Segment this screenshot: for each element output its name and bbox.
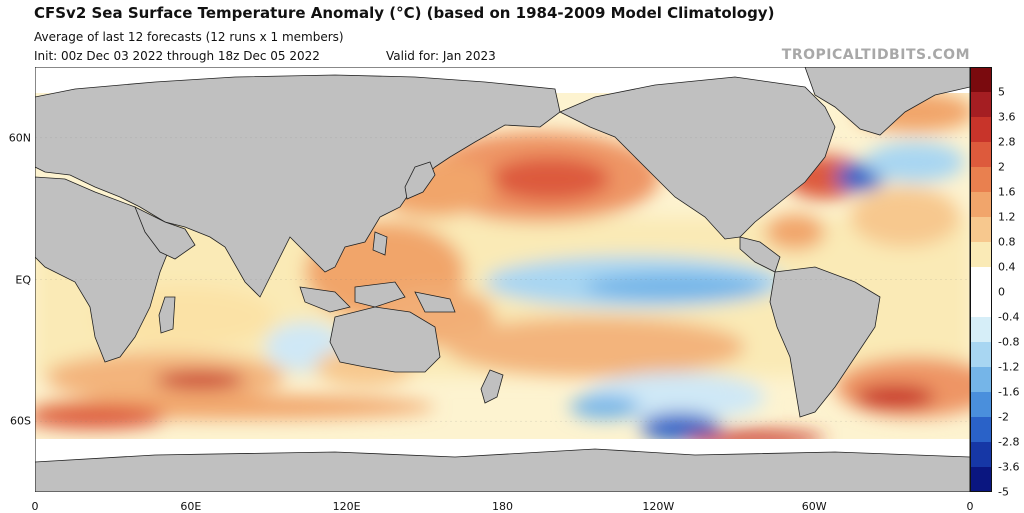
colorbar-label: -1.6: [998, 385, 1020, 399]
lon-tick-label: 0: [966, 500, 974, 513]
colorbar-label: 2.8: [998, 135, 1016, 149]
colorbar-swatch: [970, 317, 992, 343]
colorbar-swatch: [970, 192, 992, 218]
valid-time: Valid for: Jan 2023: [386, 49, 496, 63]
lon-tick-label: 60E: [180, 500, 202, 513]
colorbar-label: -3.6: [998, 460, 1020, 474]
colorbar-swatch: [970, 217, 992, 243]
colorbar-swatch: [970, 292, 992, 318]
colorbar-label: -0.4: [998, 310, 1020, 324]
colorbar-label: 1.6: [998, 185, 1016, 199]
chart-title: CFSv2 Sea Surface Temperature Anomaly (°…: [34, 4, 775, 22]
graticule: [35, 137, 970, 422]
colorbar-label: -1.2: [998, 360, 1020, 374]
lat-tick-label: 60N: [8, 131, 31, 145]
colorbar-label: 0.4: [998, 260, 1016, 274]
colorbar-label: -5: [998, 485, 1009, 499]
colorbar-swatch: [970, 367, 992, 393]
colorbar-label: 3.6: [998, 110, 1016, 124]
lon-tick-label: 120E: [332, 500, 361, 513]
colorbar-swatch: [970, 242, 992, 268]
brand-watermark: TROPICALTIDBITS.COM: [781, 47, 970, 63]
land: [35, 67, 970, 492]
colorbar-swatch: [970, 117, 992, 143]
lat-tick-label: EQ: [15, 273, 31, 286]
colorbar-label: 0.8: [998, 235, 1016, 249]
sst-anomaly-map: [35, 67, 970, 492]
colorbar-label: 2: [998, 160, 1005, 174]
colorbar-swatch: [970, 267, 992, 293]
colorbar-frame: [970, 67, 992, 492]
colorbar-label: 1.2: [998, 210, 1016, 224]
lon-tick-label: 180: [492, 500, 513, 513]
chart-subtitle: Average of last 12 forecasts (12 runs x …: [34, 30, 344, 44]
colorbar-label: -2: [998, 410, 1009, 424]
lon-tick-label: 120W: [642, 500, 675, 513]
colorbar-swatch: [970, 67, 992, 93]
colorbar-label: -2.8: [998, 435, 1020, 449]
colorbar-label: 0: [998, 285, 1005, 299]
lon-tick-label: 0: [31, 500, 39, 513]
colorbar-swatch: [970, 467, 992, 492]
colorbar-label: 5: [998, 85, 1005, 99]
colorbar-swatch: [970, 392, 992, 418]
colorbar-swatch: [970, 342, 992, 368]
init-time: Init: 00z Dec 03 2022 through 18z Dec 05…: [34, 49, 320, 63]
colorbar: [970, 67, 992, 492]
colorbar-swatch: [970, 142, 992, 168]
lon-tick-label: 60W: [801, 500, 827, 513]
colorbar-swatch: [970, 92, 992, 118]
colorbar-swatch: [970, 442, 992, 468]
colorbar-swatch: [970, 417, 992, 443]
lat-tick-label: 60S: [10, 414, 31, 428]
colorbar-label: -0.8: [998, 335, 1020, 349]
colorbar-swatch: [970, 167, 992, 193]
